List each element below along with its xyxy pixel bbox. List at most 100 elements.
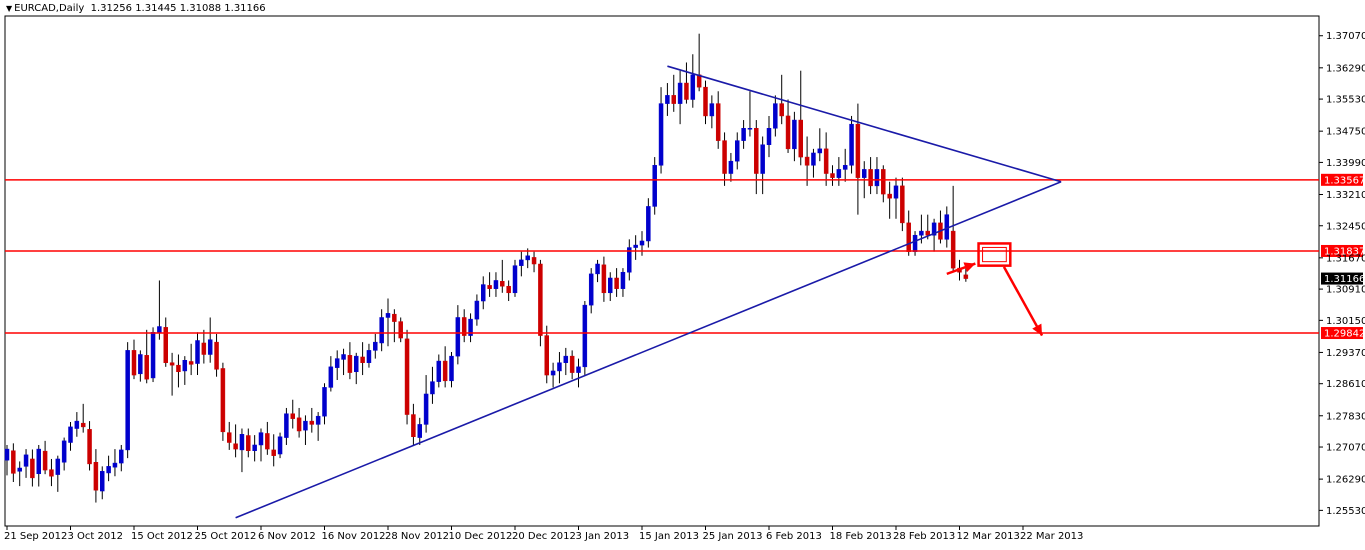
y-tick-label: 1.27830 [1326,411,1365,422]
candle-body [588,273,594,306]
candle-body [868,169,873,187]
candle-body [42,450,48,471]
candle-body [106,466,111,474]
candle-body [595,263,600,275]
candle-body [563,355,569,363]
trendline[interactable] [235,181,1062,519]
candle-body [538,263,543,336]
candle-body [144,355,149,380]
candle-body [728,160,734,174]
y-tick-label: 1.33990 [1326,158,1365,169]
y-tick-label: 1.32450 [1326,221,1365,232]
candle-body [690,74,696,100]
candle-body [233,443,238,450]
annotation-arrow-shaft[interactable] [1002,266,1044,337]
menu-triangle-icon[interactable]: ▼ [6,4,13,13]
candle-body [23,454,29,467]
y-tick-label: 1.30910 [1326,285,1365,296]
annotation-arrow-head [1032,323,1043,336]
candle-body [887,193,892,199]
x-tick-label: 12 Mar 2013 [957,531,1020,542]
candle-body [684,82,689,100]
candle-body [557,362,562,372]
price-level-label: 1.29842 [1324,329,1365,340]
candle-body [652,165,657,207]
price-level-tag [1321,244,1363,257]
candle-body [608,277,613,294]
candle-body [195,340,200,364]
candle-body [468,318,473,336]
x-tick-label: 6 Feb 2013 [766,531,822,542]
candle-body [392,313,397,322]
y-tick-label: 1.27070 [1326,443,1365,454]
candle-body [334,358,340,368]
candle-body [157,326,162,333]
candle-body [601,264,607,294]
candle-body [436,360,442,382]
y-tick-label: 1.29370 [1326,348,1365,359]
candle-body [614,277,619,289]
candle-body [646,206,651,242]
x-tick-label: 18 Feb 2013 [830,531,892,542]
candle-body [703,86,708,117]
candle-body [906,222,911,252]
candle-body [417,424,422,438]
candle-body [919,230,924,236]
x-tick-label: 25 Jan 2013 [703,531,763,542]
candle-body [893,185,899,199]
candle-body [252,444,257,451]
candle-body [715,103,721,141]
candle-body [493,280,499,289]
candle-body [531,257,537,265]
timeframe-label: Daily [58,3,85,14]
candle-body [582,304,588,368]
ohlc-high: 1.31445 [135,3,177,14]
candle-body [741,128,746,141]
candle-body [36,448,41,475]
annotation-box[interactable] [977,242,1012,267]
candle-body [277,436,283,455]
candle-body [950,230,956,269]
x-tick-label: 20 Dec 2012 [512,531,576,542]
candle-body [354,355,359,373]
x-tick-label: 3 Jan 2013 [576,531,630,542]
candle-body [93,462,99,491]
candle-body [773,103,778,129]
current-price-tag [1321,272,1363,285]
trendline[interactable] [667,65,1062,183]
candle-body [322,387,327,417]
x-tick-label: 28 Nov 2012 [385,531,449,542]
plot-frame [4,15,1320,527]
candle-body [182,360,188,372]
candle-body [671,95,676,104]
candle-body [265,433,270,450]
symbol-label: EURCAD [14,3,56,14]
candle-body [398,321,403,339]
candle-body [544,335,549,376]
y-tick-label: 1.25530 [1326,506,1365,517]
candle-body [862,169,867,178]
candle-body [931,222,937,236]
candle-body [474,300,480,320]
candle-body [779,103,784,117]
candle-body [296,417,302,432]
y-tick-label: 1.36290 [1326,63,1365,74]
candle-body [798,119,803,158]
candle-body [284,413,289,438]
candle-body [176,364,181,373]
annotation-box-inner [982,246,1007,263]
candle-body [506,285,511,294]
candle-body [290,413,295,419]
candle-body [125,350,130,451]
candle-body [360,356,365,363]
candle-body [855,123,861,178]
candle-body [30,458,35,479]
candle-body [627,247,632,273]
candle-body [17,467,22,472]
current-price-label: 1.31166 [1324,274,1365,285]
candle-body [239,434,245,451]
candle-body [220,368,226,433]
candle-body [849,123,854,166]
